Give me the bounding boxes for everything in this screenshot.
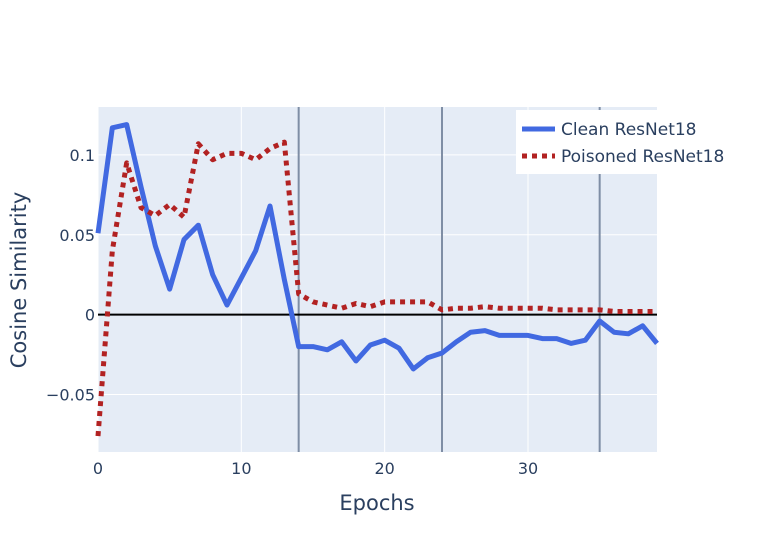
x-axis-ticks: 0 10 20 30 xyxy=(93,459,538,478)
series-line-1 xyxy=(95,122,659,372)
y-tick-label: −0.05 xyxy=(46,386,95,405)
legend-background xyxy=(516,110,741,174)
y-tick-label: 0 xyxy=(85,306,95,325)
x-axis-title: Epochs xyxy=(339,491,414,515)
legend: Clean ResNet18 Poisoned ResNet18 xyxy=(516,110,741,174)
legend-label: Clean ResNet18 xyxy=(561,120,697,140)
x-tick-label: 20 xyxy=(374,459,394,478)
x-tick-label: 30 xyxy=(518,459,538,478)
legend-label: Poisoned ResNet18 xyxy=(561,147,724,167)
y-axis-ticks: −0.05 0 0.05 0.1 xyxy=(46,146,95,405)
series-line-2 xyxy=(95,139,657,437)
y-tick-label: 0.05 xyxy=(59,226,95,245)
series-lines xyxy=(95,122,659,437)
x-tick-label: 10 xyxy=(231,459,251,478)
y-tick-label: 0.1 xyxy=(70,146,95,165)
x-tick-label: 0 xyxy=(93,459,103,478)
y-axis-title: Cosine Similarity xyxy=(7,192,31,368)
